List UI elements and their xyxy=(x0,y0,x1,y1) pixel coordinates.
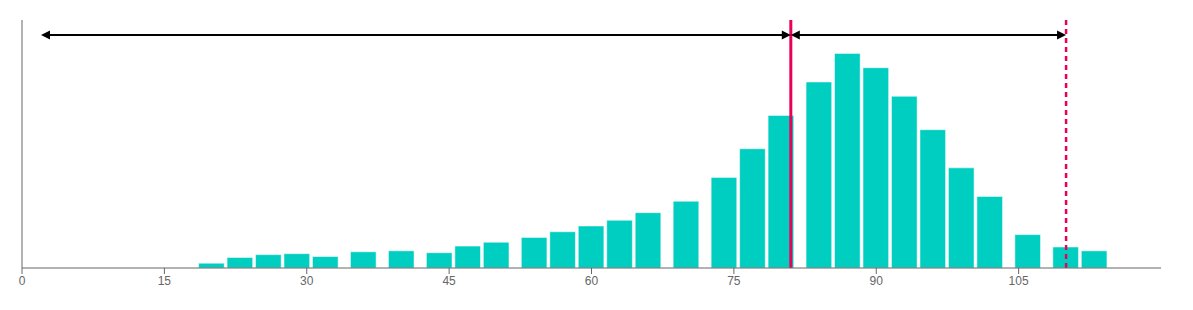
svg-text:90: 90 xyxy=(870,274,884,288)
svg-text:30: 30 xyxy=(300,274,314,288)
svg-text:15: 15 xyxy=(158,274,172,288)
svg-text:60: 60 xyxy=(585,274,599,288)
svg-text:105: 105 xyxy=(1009,274,1029,288)
svg-text:0: 0 xyxy=(19,274,26,288)
svg-text:75: 75 xyxy=(727,274,741,288)
svg-text:45: 45 xyxy=(442,274,456,288)
